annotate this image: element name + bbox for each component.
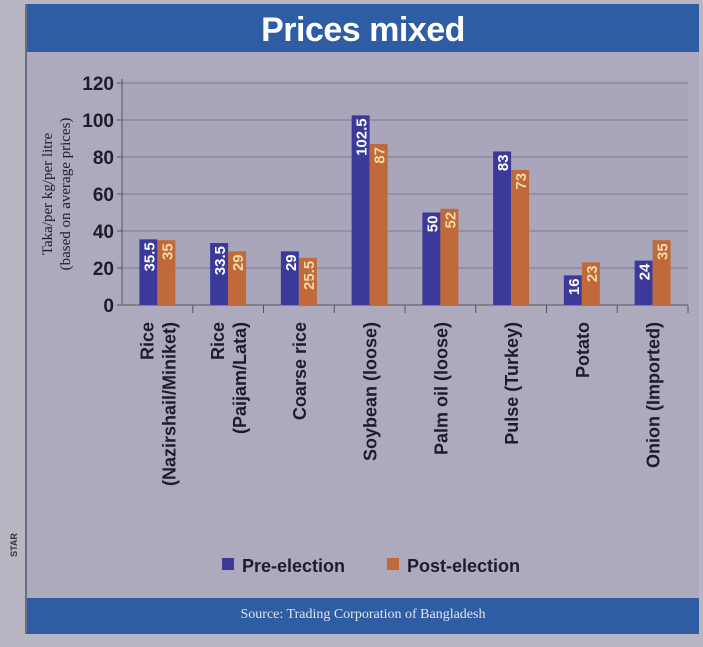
- y-tick-label: 80: [93, 148, 114, 169]
- plot-area: [122, 79, 688, 305]
- data-label: 29: [283, 254, 300, 271]
- y-axis-label: Taka/per kg/per litre: [40, 133, 56, 256]
- bar-pre-election: [563, 275, 582, 305]
- bar-pre-election: [280, 251, 299, 305]
- bar-pre-election: [422, 212, 441, 305]
- bar-post-election: [511, 169, 530, 305]
- y-tick-label: 20: [93, 259, 114, 280]
- data-label: 33.5: [212, 246, 229, 275]
- y-tick-label: 40: [93, 222, 114, 243]
- y-tick-label: 0: [103, 296, 114, 317]
- bar-post-election: [298, 257, 317, 305]
- data-label: 29: [230, 254, 247, 271]
- bar-pre-election: [139, 239, 158, 305]
- chart-title: Prices mixed: [27, 4, 699, 52]
- data-label: 24: [637, 263, 654, 280]
- data-label: 87: [372, 147, 389, 164]
- category-label: (Paijam/Lata): [230, 322, 250, 434]
- y-axis-label: (based on average prices): [58, 118, 74, 271]
- data-label: 23: [584, 265, 601, 282]
- legend-swatch: [387, 558, 399, 570]
- bar-pre-election: [493, 151, 512, 305]
- legend-label: Post-election: [407, 556, 520, 576]
- bar-post-election: [157, 240, 176, 305]
- bar-post-election: [581, 262, 600, 305]
- bar-post-election: [652, 240, 671, 305]
- data-label: 35: [159, 243, 176, 260]
- y-tick-label: 100: [82, 111, 114, 132]
- category-label: Rice: [137, 322, 157, 360]
- category-label: Pulse (Turkey): [502, 322, 522, 445]
- data-label: 52: [442, 212, 459, 229]
- data-label: 102.5: [354, 118, 371, 156]
- category-label: Palm oil (loose): [431, 322, 451, 455]
- data-label: 73: [513, 173, 530, 190]
- category-label: Onion (Imported): [644, 322, 664, 468]
- data-label: 35: [655, 243, 672, 260]
- data-label: 50: [424, 216, 441, 233]
- category-label: Rice: [208, 322, 228, 360]
- bar-post-election: [440, 208, 459, 305]
- data-label: 25.5: [301, 261, 318, 290]
- data-label: 35.5: [141, 242, 158, 271]
- category-label: (Nazirshail/Miniket): [159, 322, 179, 486]
- category-label: Soybean (loose): [361, 322, 381, 461]
- category-label: Potato: [573, 322, 593, 378]
- bar-post-election: [369, 144, 388, 305]
- data-label: 16: [566, 278, 583, 295]
- data-label: 83: [495, 154, 512, 171]
- y-tick-label: 120: [82, 74, 114, 95]
- bar-post-election: [228, 251, 247, 305]
- y-tick-label: 60: [93, 185, 114, 206]
- chart-source: Source: Trading Corporation of Banglades…: [27, 598, 699, 634]
- bar-pre-election: [351, 115, 370, 305]
- bar-pre-election: [210, 243, 229, 305]
- legend-swatch: [222, 558, 234, 570]
- legend-label: Pre-election: [242, 556, 345, 576]
- bar-pre-election: [634, 260, 653, 305]
- category-label: Coarse rice: [290, 322, 310, 420]
